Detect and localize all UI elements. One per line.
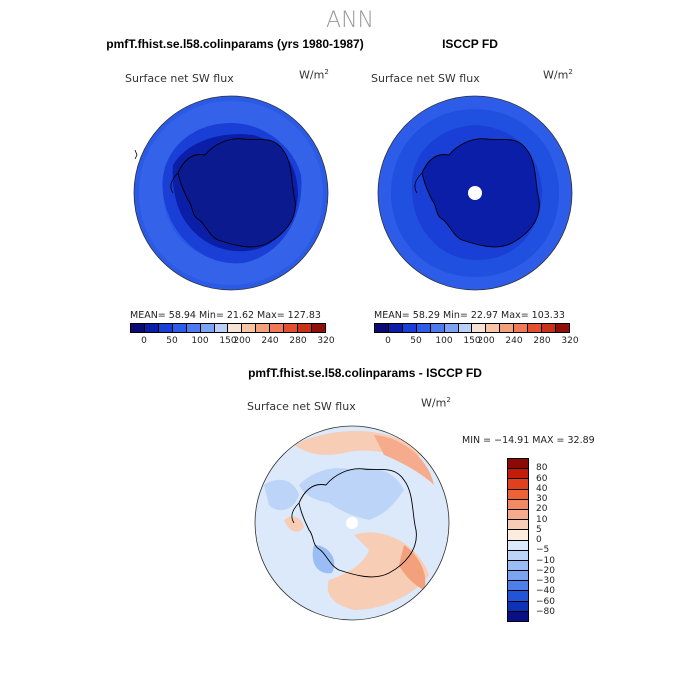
colorbar-tick-label: 30 [536,494,548,504]
colorbar-swatch [144,324,159,332]
colorbar-swatch [131,324,145,332]
colorbar-swatch [402,324,417,332]
colorbar-swatch [458,324,473,332]
colorbar-tick-label: −80 [536,606,555,617]
colorbar-swatch [472,324,487,332]
panel-2-title: ISCCP FD [442,37,498,51]
colorbar-swatch [508,489,528,500]
diff-colorbar-labels: 80 60 40 30 20 10 5 0 −5 −10 −20 −30 −40 −60 −80 [536,458,566,622]
colorbar-tick-label: 80 [536,463,548,474]
colorbar-tick-label: 5 [536,524,542,535]
diff-field-label: Surface net SW flux [247,400,356,413]
diff-colorbar [507,458,529,622]
colorbar-tick-label: 0 [385,336,391,346]
colorbar-tick-label: 50 [166,336,178,346]
colorbar-tick-label: 0 [536,535,542,545]
colorbar-swatch [508,560,528,572]
colorbar-swatch [528,324,543,332]
colorbar-swatch [200,324,215,332]
colorbar-swatch [388,324,403,332]
colorbar-tick-label: 20 [536,504,548,515]
panel-1-field-label: Surface net SW flux [125,72,234,85]
colorbar-swatch [214,324,229,332]
colorbar-swatch [508,571,528,582]
colorbar-swatch [514,324,529,332]
colorbar-tick-label: 200 [477,336,495,346]
panel-1-stats: MEAN= 58.94 Min= 21.62 Max= 127.83 [130,310,321,321]
colorbar-swatch [375,324,389,332]
colorbar-tick-label: −20 [536,565,555,576]
colorbar-swatch [298,324,312,332]
colorbar-tick-label: 0 [141,336,147,346]
colorbar-swatch [508,479,528,490]
panel-2-units: W/m2 [543,68,573,82]
panel-1-colorbar [130,323,326,333]
colorbar-tick-label: 280 [289,336,307,346]
colorbar-swatch [508,530,528,541]
colorbar-tick-label: 150 [219,336,237,346]
panel-1-polar-map [133,95,329,291]
diff-panel-title: pmfT.fhist.se.l58.colinparams - ISCCP FD [248,366,482,380]
colorbar-swatch [555,324,569,332]
colorbar-swatch [172,324,187,332]
colorbar-swatch [444,324,459,332]
panel-2-colorbar [374,323,570,333]
colorbar-swatch [416,324,431,332]
colorbar-swatch [242,324,257,332]
colorbar-tick-label: 240 [261,336,279,346]
panel-2-field-label: Surface net SW flux [371,72,480,85]
colorbar-swatch [508,540,528,551]
diff-stats: MIN = −14.91 MAX = 32.89 [462,435,595,446]
colorbar-swatch [284,324,299,332]
panel-2-colorbar-labels: 0 50 100 150 200 240 280 320 [374,336,578,348]
figure-title: ANN [326,8,374,33]
colorbar-tick-label: −60 [536,596,555,607]
colorbar-swatch [508,499,528,510]
colorbar-swatch [430,324,445,332]
colorbar-swatch [508,459,528,470]
colorbar-swatch [508,601,528,612]
colorbar-swatch [158,324,173,332]
colorbar-tick-label: 60 [536,473,548,484]
colorbar-tick-label: 10 [536,514,548,525]
colorbar-tick-label: −40 [536,586,555,597]
colorbar-swatch [508,591,528,602]
colorbar-tick-label: 100 [435,336,453,346]
panel-1-units: W/m2 [299,68,329,82]
colorbar-tick-label: 50 [410,336,422,346]
colorbar-tick-label: 320 [561,336,579,346]
colorbar-swatch [228,324,243,332]
colorbar-swatch [256,324,271,332]
panel-1-title: pmfT.fhist.se.l58.colinparams (yrs 1980-… [106,37,364,51]
diff-polar-map [254,425,450,621]
colorbar-swatch [508,509,528,521]
colorbar-swatch [270,324,285,332]
colorbar-tick-label: −30 [536,576,555,586]
colorbar-swatch [311,324,325,332]
colorbar-tick-label: 280 [533,336,551,346]
diff-units: W/m2 [421,396,451,410]
colorbar-tick-label: 240 [505,336,523,346]
colorbar-swatch [486,324,501,332]
colorbar-tick-label: 40 [536,483,548,494]
colorbar-swatch [508,520,528,531]
colorbar-swatch [508,550,528,561]
colorbar-swatch [508,611,528,621]
panel-1-colorbar-labels: 0 50 100 150 200 240 280 320 [130,336,334,348]
colorbar-tick-label: −10 [536,555,555,566]
colorbar-swatch [542,324,556,332]
colorbar-swatch [186,324,201,332]
colorbar-swatch [500,324,515,332]
colorbar-tick-label: 150 [463,336,481,346]
colorbar-tick-label: 320 [317,336,335,346]
panel-2-polar-map [377,95,573,291]
colorbar-swatch [508,581,528,592]
colorbar-tick-label: 200 [233,336,251,346]
colorbar-tick-label: −5 [536,545,550,556]
colorbar-swatch [508,469,528,480]
colorbar-tick-label: 100 [191,336,209,346]
panel-2-stats: MEAN= 58.29 Min= 22.97 Max= 103.33 [374,310,565,321]
